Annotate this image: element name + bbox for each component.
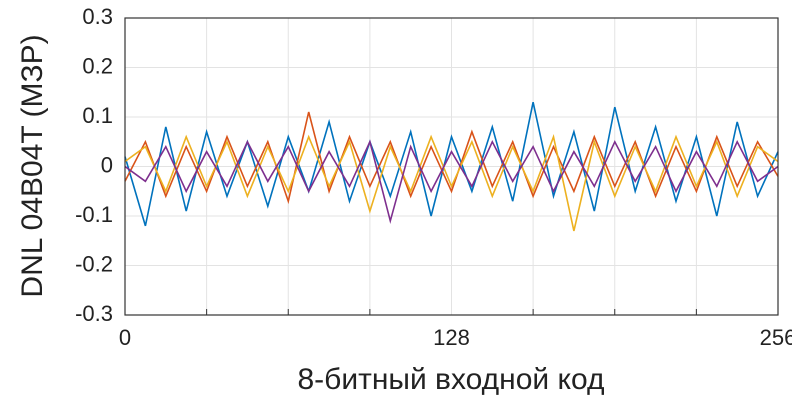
y-tick-label: 0.1 xyxy=(82,103,113,128)
data-line xyxy=(124,139,779,225)
x-tick-label: 128 xyxy=(433,325,470,350)
y-tick-label: 0 xyxy=(101,152,113,177)
y-axis-label: DNL 04B04T (МЗР) xyxy=(16,34,49,297)
data-line xyxy=(124,111,779,205)
x-axis-label: 8-битный входной код xyxy=(297,363,604,396)
x-tick-label: 0 xyxy=(119,325,131,350)
data-line xyxy=(124,133,779,232)
y-tick-label: 0.3 xyxy=(82,4,113,29)
x-tick-label: 256 xyxy=(760,325,792,350)
axes-frame xyxy=(124,17,779,316)
y-tick-label: -0.3 xyxy=(75,301,113,326)
y-tick-label: -0.1 xyxy=(75,202,113,227)
y-tick-label: 0.2 xyxy=(82,53,113,78)
y-tick-label: -0.2 xyxy=(75,251,113,276)
